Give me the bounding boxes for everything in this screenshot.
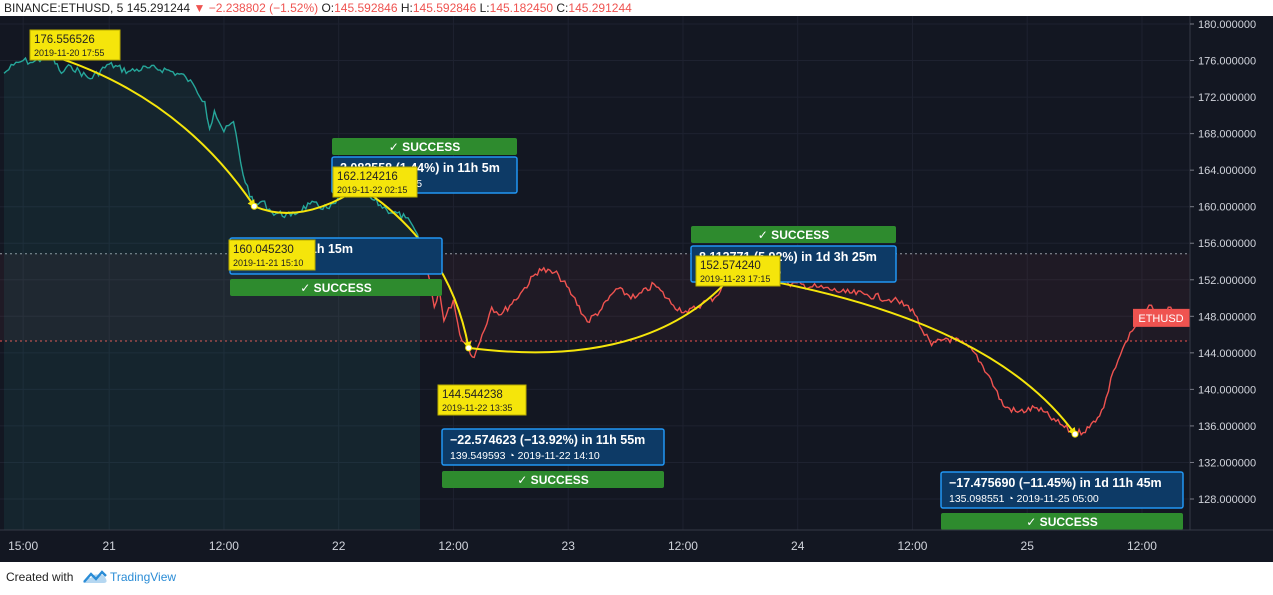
y-tick-label: 148.000000 — [1198, 311, 1256, 323]
y-tick-label: 140.000000 — [1198, 384, 1256, 396]
price-chart[interactable]: ETHUSD147.829628−9.35%) in 21h 15m019-11… — [0, 16, 1273, 562]
price-callout-date: 2019-11-20 17:55 — [34, 48, 104, 58]
y-axis-panel — [1190, 16, 1273, 562]
price-callout-value: 162.124216 — [337, 171, 398, 183]
footer: Created with TradingView — [0, 562, 1273, 595]
y-tick-label: 152.000000 — [1198, 275, 1256, 287]
chart-header: BINANCE:ETHUSD, 5 145.291244 ▼ −2.238802… — [0, 0, 1273, 16]
success-badge — [230, 279, 442, 296]
x-tick-label: 25 — [1021, 539, 1035, 553]
y-tick-label: 144.000000 — [1198, 348, 1256, 360]
success-badge-text: ✓ SUCCESS — [389, 140, 460, 154]
created-with-label: Created with — [6, 570, 74, 584]
price-callout-value: 176.556526 — [34, 34, 95, 46]
change-value: −2.238802 (−1.52%) — [208, 1, 319, 15]
price-callout — [29, 29, 121, 61]
symbol-label: BINANCE:ETHUSD, 5 — [4, 1, 124, 15]
measure-change-text: −17.475690 (−11.45%) in 1d 11h 45m — [949, 476, 1162, 490]
x-tick-label: 12:00 — [897, 539, 927, 553]
y-axis[interactable]: 180.000000 176.000000 172.000000 168.000000… — [1189, 16, 1273, 562]
price-callout-value: 152.574240 — [700, 260, 761, 272]
y-tick-label: 132.000000 — [1198, 457, 1256, 469]
x-tick-label: 24 — [791, 539, 805, 553]
price-callout-date: 2019-11-21 15:10 — [233, 258, 303, 268]
y-tick-label: 160.000000 — [1198, 202, 1256, 214]
open-label: O: — [321, 1, 335, 15]
annotations: ETHUSD147.829628−9.35%) in 21h 15m019-11… — [29, 29, 1273, 530]
x-tick-label: 12:00 — [1127, 539, 1157, 553]
tradingview-logo-icon[interactable] — [82, 569, 108, 585]
y-tick-label: 176.000000 — [1198, 56, 1256, 68]
y-tick-label: 164.000000 — [1198, 165, 1256, 177]
price-callout-value: 144.544238 — [442, 389, 503, 401]
high-label: H: — [400, 1, 413, 15]
price-callout — [228, 239, 316, 271]
y-tick-label: 136.000000 — [1198, 421, 1256, 433]
success-badge-text: ✓ SUCCESS — [517, 473, 588, 487]
series-area — [4, 54, 420, 530]
y-tick-label: 168.000000 — [1198, 129, 1256, 141]
high-value: 145.592846 — [412, 1, 477, 15]
anchor-point — [1071, 430, 1079, 438]
price-bands — [0, 253, 1190, 342]
success-badge-text: ✓ SUCCESS — [300, 281, 371, 295]
low-label: L: — [479, 1, 490, 15]
range-band — [0, 253, 1190, 342]
success-badge — [941, 513, 1183, 530]
x-tick-label: 12:00 — [438, 539, 468, 553]
y-tick-label: 180.000000 — [1198, 19, 1256, 31]
trend-arrow — [468, 273, 735, 354]
success-badge — [332, 138, 517, 155]
success-badge-text: ✓ SUCCESS — [1026, 515, 1097, 529]
success-badge — [442, 471, 664, 488]
symbol-tag-text: ETHUSD — [1138, 313, 1183, 325]
x-axis[interactable]: 15:00 21 12:00 22 12:00 23 12:00 24 12:00 25 12:00 — [0, 529, 1273, 553]
low-value: 145.182450 — [489, 1, 554, 15]
success-badge — [691, 226, 896, 243]
x-tick-label: 21 — [103, 539, 117, 553]
price-callout — [695, 255, 781, 287]
x-tick-label: 12:00 — [668, 539, 698, 553]
price-callout-value: 160.045230 — [233, 244, 294, 256]
close-value: 145.291244 — [568, 1, 632, 15]
price-callout-date: 2019-11-22 02:15 — [337, 185, 407, 195]
price-callout — [437, 384, 527, 416]
price-callout-date: 2019-11-22 13:35 — [442, 403, 512, 413]
x-tick-label: 23 — [562, 539, 576, 553]
close-label: C: — [556, 1, 569, 15]
success-badge-text: ✓ SUCCESS — [758, 228, 829, 242]
measure-date-text: 139.549593 ◔ 2019-11-22 14:10 — [450, 450, 600, 462]
anchor-point — [250, 202, 258, 210]
y-tick-label: 156.000000 — [1198, 238, 1256, 250]
x-tick-label: 12:00 — [209, 539, 239, 553]
tradingview-link[interactable]: TradingView — [110, 570, 177, 584]
measure-change-text: −22.574623 (−13.92%) in 11h 55m — [450, 433, 645, 447]
price-callout-date: 2019-11-23 17:15 — [700, 274, 770, 284]
measure-box — [441, 428, 665, 466]
measure-box — [940, 471, 1184, 509]
anchor-point — [465, 344, 473, 352]
trend-arrow — [733, 273, 1077, 436]
symbol-tag — [1133, 308, 1190, 327]
open-value: 145.592846 — [334, 1, 398, 15]
y-tick-label: 172.000000 — [1198, 92, 1256, 104]
x-tick-label: 22 — [332, 539, 346, 553]
last-price: 145.291244 — [126, 1, 191, 15]
measure-date-text: 135.098551 ◔ 2019-11-25 05:00 — [949, 493, 1099, 505]
price-callout — [332, 166, 418, 198]
x-tick-label: 15:00 — [8, 539, 38, 553]
y-tick-label: 128.000000 — [1198, 494, 1256, 506]
trend-arrow — [50, 54, 256, 208]
down-arrow-icon: ▼ — [193, 1, 206, 15]
